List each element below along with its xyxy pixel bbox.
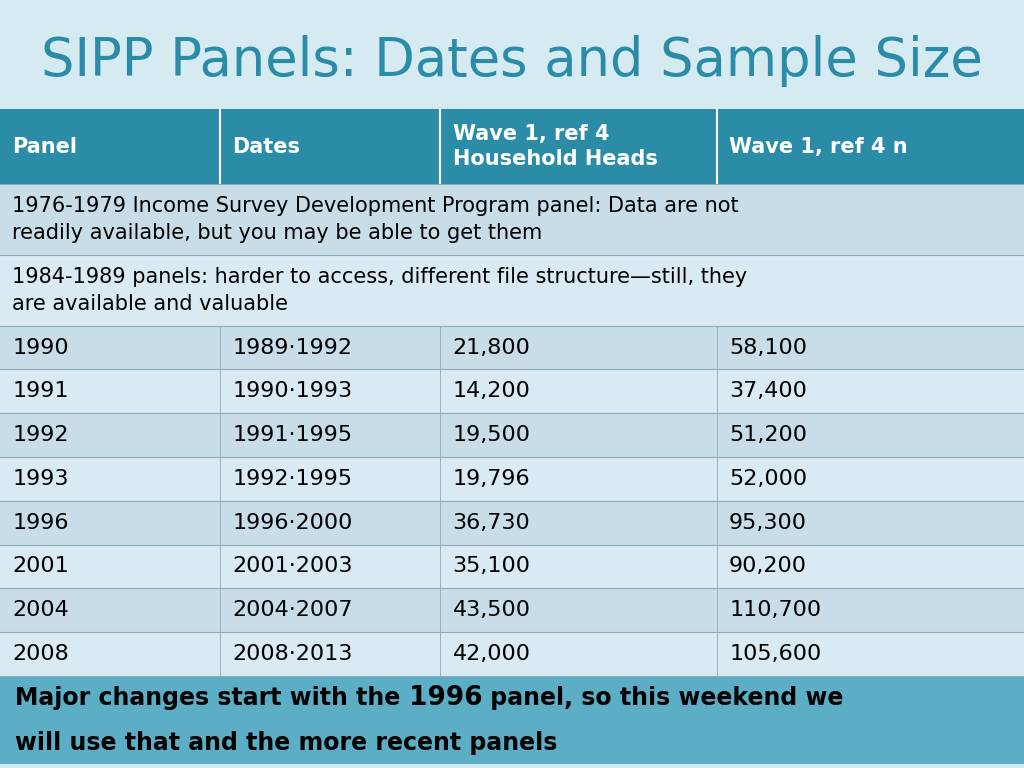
Text: 1984-1989 panels: harder to access, different file structure—still, they
are ava: 1984-1989 panels: harder to access, diff… [12, 267, 748, 313]
Text: 1989·1992: 1989·1992 [232, 337, 352, 358]
Text: 95,300: 95,300 [729, 512, 807, 533]
Text: 105,600: 105,600 [729, 644, 821, 664]
Text: 1992·1995: 1992·1995 [232, 468, 352, 489]
Text: 2001·2003: 2001·2003 [232, 556, 353, 577]
Text: 1991: 1991 [12, 381, 69, 402]
Text: 2004: 2004 [12, 600, 69, 621]
Text: 58,100: 58,100 [729, 337, 807, 358]
Text: 1991·1995: 1991·1995 [232, 425, 352, 445]
Text: 37,400: 37,400 [729, 381, 807, 402]
Text: 90,200: 90,200 [729, 556, 807, 577]
Text: 1990·1993: 1990·1993 [232, 381, 352, 402]
Text: 1990: 1990 [12, 337, 69, 358]
Text: 1992: 1992 [12, 425, 69, 445]
Text: 52,000: 52,000 [729, 468, 807, 489]
Text: 42,000: 42,000 [453, 644, 530, 664]
Text: Dates: Dates [232, 137, 300, 157]
Text: Major changes start with the: Major changes start with the [15, 687, 409, 710]
Text: 2008: 2008 [12, 644, 69, 664]
Text: SIPP Panels: Dates and Sample Size: SIPP Panels: Dates and Sample Size [41, 35, 983, 87]
Text: Wave 1, ref 4
Household Heads: Wave 1, ref 4 Household Heads [453, 124, 657, 169]
Text: will use that and the more recent panels: will use that and the more recent panels [15, 731, 558, 755]
Text: 19,796: 19,796 [453, 468, 530, 489]
Text: 14,200: 14,200 [453, 381, 530, 402]
Text: Wave 1, ref 4 n: Wave 1, ref 4 n [729, 137, 907, 157]
Text: 21,800: 21,800 [453, 337, 530, 358]
Text: 36,730: 36,730 [453, 512, 530, 533]
Text: 1996: 1996 [409, 686, 482, 711]
Text: 2004·2007: 2004·2007 [232, 600, 353, 621]
Text: 51,200: 51,200 [729, 425, 807, 445]
Text: 1993: 1993 [12, 468, 69, 489]
Text: panel, so this weekend we: panel, so this weekend we [482, 687, 844, 710]
Text: 1996·2000: 1996·2000 [232, 512, 353, 533]
Text: 35,100: 35,100 [453, 556, 530, 577]
Text: 2001: 2001 [12, 556, 69, 577]
Text: 1996: 1996 [12, 512, 69, 533]
Text: 1976-1979 Income Survey Development Program panel: Data are not
readily availabl: 1976-1979 Income Survey Development Prog… [12, 197, 739, 243]
Text: 19,500: 19,500 [453, 425, 530, 445]
Text: 110,700: 110,700 [729, 600, 821, 621]
Text: 2008·2013: 2008·2013 [232, 644, 353, 664]
Text: 43,500: 43,500 [453, 600, 530, 621]
Text: Panel: Panel [12, 137, 77, 157]
